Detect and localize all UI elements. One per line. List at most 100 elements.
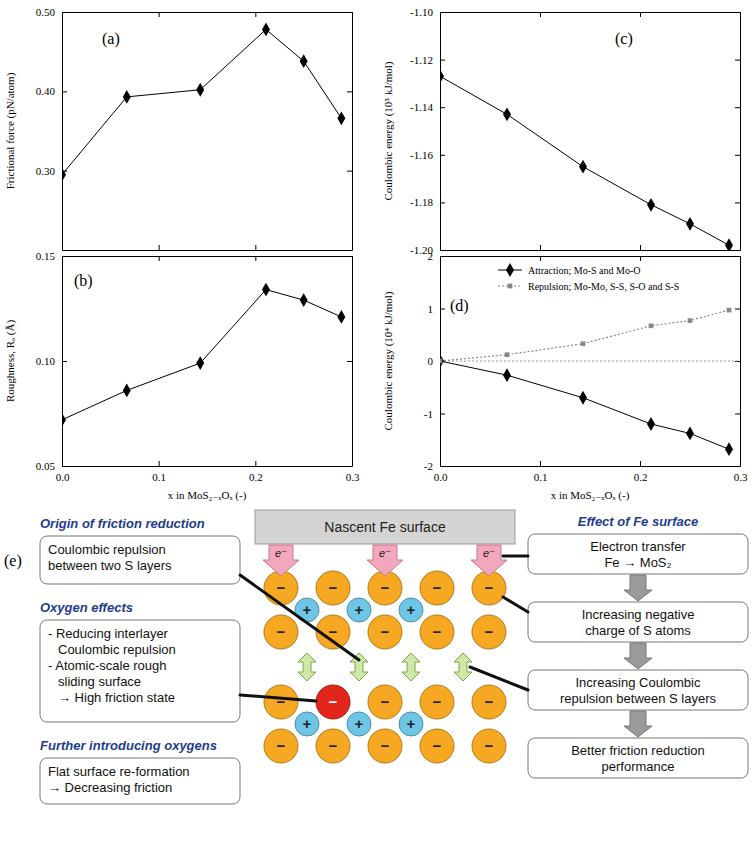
tick-label: 0.30	[36, 165, 56, 177]
flow-arrow	[624, 643, 652, 669]
tick-mark	[62, 91, 67, 92]
axis-line	[63, 12, 353, 13]
tick-label: 0	[428, 355, 434, 367]
atom	[472, 729, 506, 763]
atom	[347, 712, 371, 736]
tick	[735, 256, 740, 257]
tick-mark	[735, 60, 740, 61]
tick-label: -1.16	[410, 149, 433, 161]
tick	[255, 12, 256, 17]
atom	[420, 729, 454, 763]
x-axis-top	[63, 12, 353, 17]
tick-mark	[640, 461, 641, 466]
text-box	[40, 758, 240, 804]
marker	[440, 354, 444, 368]
electron-arrow	[471, 545, 507, 576]
tick	[347, 466, 352, 467]
y-axis-right	[347, 13, 353, 251]
tick-mark	[440, 107, 445, 108]
atom-charge: +	[355, 601, 364, 618]
tick	[347, 256, 352, 257]
axis-line	[740, 13, 741, 251]
atom-charge: +	[407, 715, 416, 732]
tick-mark	[347, 12, 352, 13]
panel-label: (a)	[102, 30, 120, 48]
box-text: Coulombic repulsion	[48, 542, 166, 557]
tick	[735, 12, 740, 13]
tick	[735, 202, 740, 203]
box-text: Electron transfer	[590, 539, 686, 554]
tick: -1.14	[410, 101, 445, 113]
atom	[347, 598, 371, 622]
text-box	[528, 534, 748, 574]
box-text: - Reducing interlayer	[48, 626, 169, 641]
heading: Further introducing oxygens	[40, 738, 217, 753]
axis-line	[440, 13, 441, 251]
axis-line	[352, 257, 353, 467]
y-axis: 0.050.100.15	[36, 250, 67, 472]
atom-charge: −	[277, 623, 286, 640]
series-line	[62, 290, 341, 420]
tick: -1.12	[410, 54, 445, 66]
atom	[399, 712, 423, 736]
tick: 1	[428, 303, 446, 315]
tick-mark	[159, 12, 160, 17]
marker	[647, 198, 655, 212]
box-text: Better friction reduction	[571, 743, 705, 758]
tick-mark	[440, 466, 445, 467]
tick	[255, 256, 256, 261]
marker	[337, 310, 345, 324]
tick: 0.50	[36, 6, 67, 18]
atom-charge: −	[485, 579, 494, 596]
y-axis-title: Frictional force (pN/atom)	[4, 72, 17, 189]
tick: 0.10	[36, 355, 67, 367]
tick	[735, 250, 740, 251]
tick	[640, 245, 641, 250]
atom-charge: −	[381, 693, 390, 710]
atom-charge: −	[433, 623, 442, 640]
text-box	[40, 536, 240, 584]
box-text: charge of S atoms	[585, 623, 691, 638]
x-axis	[441, 245, 741, 251]
tick-mark	[540, 256, 541, 261]
tick-mark	[540, 461, 541, 466]
legend-marker	[508, 284, 513, 289]
tick	[159, 12, 160, 17]
tick	[159, 256, 160, 261]
leader-line	[503, 555, 528, 558]
atom-charge: −	[485, 623, 494, 640]
tick-mark	[62, 12, 67, 13]
tick-mark	[640, 245, 641, 250]
y-axis: -1.20-1.18-1.16-1.14-1.12-1.10	[410, 6, 445, 256]
marker	[300, 54, 308, 68]
tick-mark	[440, 202, 445, 203]
tick-label: 0.05	[36, 460, 56, 472]
tick: 0.05	[36, 460, 67, 472]
panel-label: (e)	[4, 552, 22, 570]
reference-line	[440, 361, 740, 362]
heading: Origin of friction reduction	[40, 516, 205, 531]
tick-mark	[540, 12, 541, 17]
atom	[472, 615, 506, 649]
text-box	[40, 620, 240, 722]
axis-line	[441, 466, 741, 467]
x-axis-title: x in MoS₂₋ₓOₓ (-)	[168, 489, 247, 502]
atom-charge: −	[381, 737, 390, 754]
tick: 0.1	[152, 461, 166, 483]
tick: -1.10	[410, 6, 445, 18]
axis-line	[63, 466, 353, 467]
marker	[123, 383, 131, 397]
marker	[579, 391, 587, 405]
electron-arrow	[263, 545, 299, 576]
atom	[264, 615, 298, 649]
tick-mark	[735, 309, 740, 310]
marker	[579, 160, 587, 174]
heading: Oxygen effects	[40, 600, 133, 615]
tick-label: 0.3	[346, 471, 360, 483]
tick-label: -1.10	[410, 6, 433, 18]
tick-label: 0.2	[634, 471, 648, 483]
axis-line	[62, 13, 63, 251]
marker	[262, 283, 270, 297]
tick-mark	[255, 12, 256, 17]
tick: 2	[428, 250, 446, 262]
